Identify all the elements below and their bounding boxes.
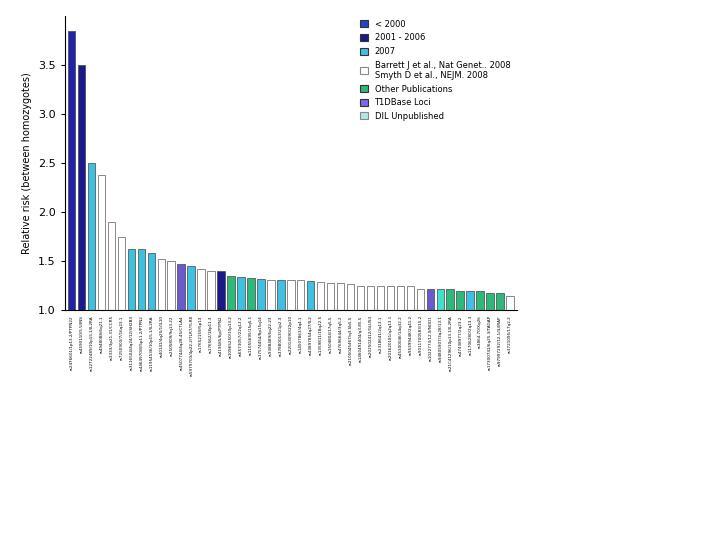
Bar [237,277,245,310]
Bar [357,286,364,310]
Bar [128,248,135,310]
Bar [396,286,404,310]
Bar [476,291,484,310]
Bar [88,163,95,310]
Bar [416,289,424,310]
Legend: < 2000, 2001 - 2006, 2007, Barrett J et al., Nat Genet.. 2008
Smyth D et al., NE: < 2000, 2001 - 2006, 2007, Barrett J et … [357,17,513,123]
Bar [218,271,225,310]
Bar [247,278,255,310]
Bar [387,286,394,310]
Bar [327,283,335,310]
Bar [157,259,165,310]
Bar [367,286,374,310]
Bar [287,280,294,310]
Bar [506,296,513,310]
Bar [486,293,494,310]
Bar [197,269,205,310]
Bar [148,254,155,310]
Bar [277,280,284,310]
Bar [267,280,274,310]
Bar [228,276,235,310]
Bar [68,30,75,310]
Bar [406,286,414,310]
Bar [496,293,504,310]
Bar [138,249,145,310]
Bar [187,266,195,310]
Bar [78,65,85,310]
Bar [257,279,265,310]
Bar [317,282,325,310]
Y-axis label: Relative risk (between homozygotes): Relative risk (between homozygotes) [22,72,32,254]
Bar [98,175,106,310]
Bar [307,281,314,310]
Bar [347,284,354,310]
Bar [377,286,384,310]
Bar [297,280,304,310]
Bar [337,283,345,310]
Bar [467,291,474,310]
Bar [177,264,185,310]
Bar [426,289,434,310]
Bar [118,237,125,310]
Bar [447,289,454,310]
Bar [437,289,444,310]
Bar [457,291,464,310]
Bar [167,261,175,310]
Bar [108,222,115,310]
Bar [208,271,215,310]
